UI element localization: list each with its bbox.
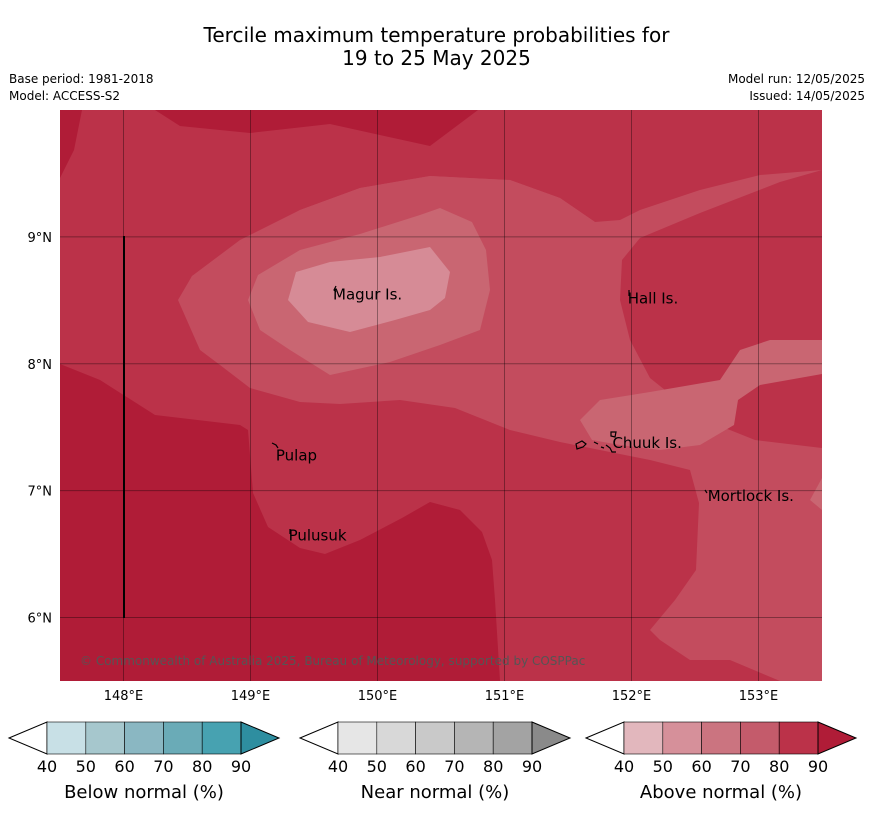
colorbar-tick-label: 50 <box>367 757 387 776</box>
island-pulap <box>271 442 279 449</box>
island-mortlock <box>704 489 708 494</box>
colorbar-tick-label: 40 <box>328 757 348 776</box>
lat-tick-label: 8°N <box>28 358 53 373</box>
colorbar-tick-label: 90 <box>231 757 251 776</box>
lat-tick-label: 9°N <box>28 231 53 246</box>
lat-tick-label: 7°N <box>28 485 53 500</box>
colorbar-segment <box>778 721 819 755</box>
lon-tick-label: 150°E <box>358 689 398 704</box>
colorbar-tick-label: 50 <box>653 757 673 776</box>
place-label: Magur Is. <box>333 285 402 303</box>
colorbar-tick-label: 50 <box>76 757 96 776</box>
model-text: Model: ACCESS-S2 <box>9 89 121 103</box>
colorbar-segment <box>623 721 664 755</box>
colorbar-min-extension <box>584 721 625 755</box>
place-labels: Magur Is. Hall Is. Pulap Chuuk Is. Mortlock … <box>276 285 794 544</box>
lon-tick-label: 153°E <box>739 689 779 704</box>
colorbar-legend: 40 50 60 70 80 90 Below normal (%) <box>7 721 281 803</box>
colorbar-max-extension <box>531 721 572 755</box>
field-above-60-chuuk <box>580 340 822 450</box>
colorbar-segment <box>415 721 455 755</box>
field-above-50-magur <box>288 247 450 332</box>
colorbar-max-extension <box>240 721 281 755</box>
colorbar-title: Above normal (%) <box>640 782 802 803</box>
colorbar-tick-label: 60 <box>405 757 425 776</box>
colorbar-min-extension <box>298 721 339 755</box>
field-above-60-east <box>810 478 822 510</box>
colorbar-tick-label: 40 <box>614 757 634 776</box>
colorbar-tick-label: 80 <box>769 757 789 776</box>
field-above-90-southwest <box>60 364 500 681</box>
colorbar-tick-label: 90 <box>808 757 828 776</box>
colorbar-tick-label: 60 <box>114 757 134 776</box>
place-label: Mortlock Is. <box>708 487 794 505</box>
lon-tick-label: 152°E <box>612 689 652 704</box>
map-title-line2: 19 to 25 May 2025 <box>342 46 531 70</box>
colorbar-title: Below normal (%) <box>64 782 224 803</box>
copyright-text: © Commonwealth of Australia 2025, Bureau… <box>80 654 585 668</box>
map-title-line1: Tercile maximum temperature probabilitie… <box>203 23 670 47</box>
colorbar-segment <box>454 721 494 755</box>
colorbar-segment <box>85 721 125 755</box>
colorbar-tick-label: 70 <box>444 757 464 776</box>
colorbar-tick-label: 60 <box>691 757 711 776</box>
colorbar-max-extension <box>817 721 858 755</box>
colorbar-tick-label: 70 <box>730 757 750 776</box>
colorbar-segment <box>46 721 87 755</box>
lon-tick-label: 151°E <box>485 689 525 704</box>
island-chuuk-lagoon <box>575 431 617 453</box>
colorbar-tick-label: 70 <box>153 757 173 776</box>
place-label: Pulap <box>276 447 317 465</box>
issued-text: Issued: 14/05/2025 <box>749 89 865 103</box>
colorbar-segment <box>740 721 780 755</box>
lon-tick-label: 148°E <box>104 689 144 704</box>
colorbar-title: Near normal (%) <box>361 782 510 803</box>
colorbar-segment <box>163 721 203 755</box>
colorbar-tick-label: 80 <box>483 757 503 776</box>
place-label: Pulusuk <box>289 527 347 545</box>
colorbar-segment <box>662 721 702 755</box>
axis-labels: 148°E 149°E 150°E 151°E 152°E 153°E 9°N 8°N 7°N 6… <box>28 231 779 704</box>
colorbar-segment <box>701 721 741 755</box>
colorbar-tick-label: 80 <box>192 757 212 776</box>
model-run-text: Model run: 12/05/2025 <box>727 72 865 86</box>
colorbar-legends: 40 50 60 70 80 90 Below normal (%) 40 50 60 70 80 90… <box>7 721 858 803</box>
island-magur <box>333 285 337 293</box>
lat-tick-label: 6°N <box>28 612 53 627</box>
colorbar-tick-label: 90 <box>522 757 542 776</box>
colorbar-segment <box>337 721 378 755</box>
colorbar-legend: 40 50 60 70 80 90 Above normal (%) <box>584 721 858 803</box>
colorbar-segment <box>124 721 164 755</box>
field-above-90-north <box>155 110 478 146</box>
colorbar-segment <box>492 721 533 755</box>
lon-tick-label: 149°E <box>231 689 271 704</box>
colorbar-min-extension <box>7 721 48 755</box>
place-label: Hall Is. <box>628 289 679 307</box>
field-above-90-northwest <box>60 110 82 178</box>
island-outlines <box>271 285 708 534</box>
colorbar-legend: 40 50 60 70 80 90 Near normal (%) <box>298 721 572 803</box>
place-label: Chuuk Is. <box>612 434 681 452</box>
colorbar-tick-label: 40 <box>37 757 57 776</box>
base-period-text: Base period: 1981-2018 <box>9 72 154 86</box>
probability-field <box>60 110 822 681</box>
colorbar-segment <box>201 721 242 755</box>
colorbar-segment <box>376 721 416 755</box>
